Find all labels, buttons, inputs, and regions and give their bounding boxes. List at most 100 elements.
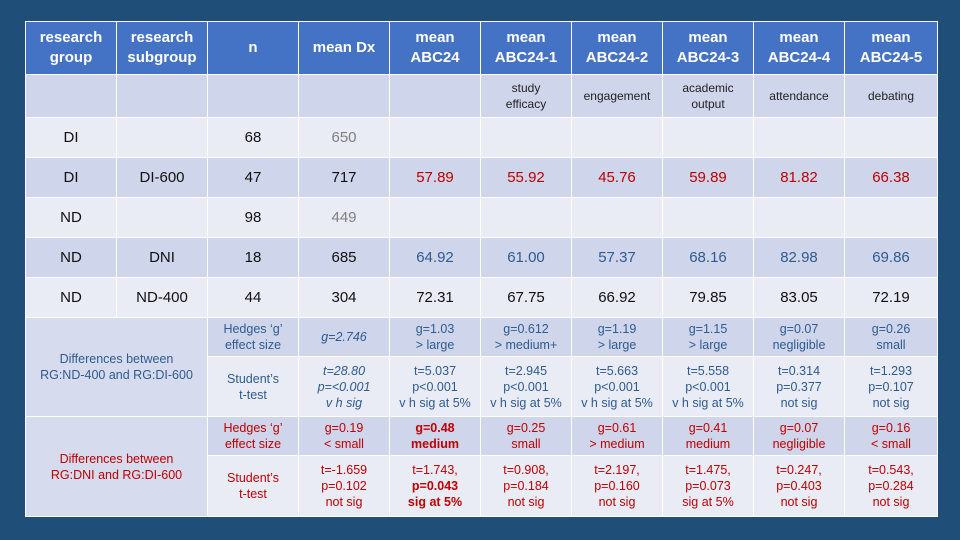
cell-abc24-2 — [571, 117, 663, 158]
subheader-engagement: engagement — [571, 74, 663, 118]
diff1-hedges-row: Differences between RG:ND-400 and RG:DI-6… — [25, 317, 938, 417]
cell-abc24-1: 67.75 — [480, 277, 572, 318]
ttest-abc24-4: t=0.314 p=0.377 not sig — [753, 356, 845, 417]
header-research-subgroup: research subgroup — [116, 21, 208, 75]
hedges-label: Hedges ‘g’ effect size — [207, 416, 299, 456]
hedges-abc24-5: g=0.26 small — [844, 317, 938, 357]
cell-abc24-5 — [844, 197, 938, 238]
cell-abc24-3: 79.85 — [662, 277, 754, 318]
cell-abc24-5: 69.86 — [844, 237, 938, 278]
cell-abc24-1: 61.00 — [480, 237, 572, 278]
cell-abc24-3 — [662, 117, 754, 158]
cell-n: 44 — [207, 277, 299, 318]
subheader-academic-output: academic output — [662, 74, 754, 118]
cell-mean-dx: 304 — [298, 277, 390, 318]
cell-mean-dx: 717 — [298, 157, 390, 198]
hedges-abc24-2: g=0.61 > medium — [571, 416, 663, 456]
ttest-abc24-2: t=2.197, p=0.160 not sig — [571, 455, 663, 517]
cell-abc24 — [389, 117, 481, 158]
table-row: ND DNI 18 685 64.92 61.00 57.37 68.16 82… — [25, 237, 938, 278]
cell-mean-dx: 685 — [298, 237, 390, 278]
ttest-abc24-1: t=2.945 p<0.001 v h sig at 5% — [480, 356, 572, 417]
cell-abc24-3 — [662, 197, 754, 238]
ttest-abc24-4: t=0.247, p=0.403 not sig — [753, 455, 845, 517]
header-mean-dx: mean Dx — [298, 21, 390, 75]
cell-group: DI — [25, 157, 117, 198]
hedges-abc24: g=0.48 medium — [389, 416, 481, 456]
subheader-debating: debating — [844, 74, 938, 118]
cell-subgroup: ND-400 — [116, 277, 208, 318]
cell-abc24: 64.92 — [389, 237, 481, 278]
cell-abc24 — [389, 197, 481, 238]
cell-abc24-1: 55.92 — [480, 157, 572, 198]
ttest-label: Student’s t-test — [207, 356, 299, 417]
cell-group: ND — [25, 277, 117, 318]
subheader-row: study efficacy engagement academic output … — [25, 74, 938, 118]
hedges-abc24-2: g=1.19 > large — [571, 317, 663, 357]
hedges-abc24-1: g=0.25 small — [480, 416, 572, 456]
cell-abc24-4: 83.05 — [753, 277, 845, 318]
cell-abc24-3: 59.89 — [662, 157, 754, 198]
diff2-label: Differences between RG:DNI and RG:DI-600 — [25, 416, 208, 517]
table-row: DI DI-600 47 717 57.89 55.92 45.76 59.89… — [25, 157, 938, 198]
subheader-attendance: attendance — [753, 74, 845, 118]
cell-abc24-1 — [480, 197, 572, 238]
table-row: ND 98 449 — [25, 197, 938, 238]
hedges-label: Hedges ‘g’ effect size — [207, 317, 299, 357]
cell-group: ND — [25, 197, 117, 238]
cell-abc24-3: 68.16 — [662, 237, 754, 278]
header-research-group: research group — [25, 21, 117, 75]
cell-abc24-2 — [571, 197, 663, 238]
cell-n: 18 — [207, 237, 299, 278]
ttest-abc24-5: t=1.293 p=0.107 not sig — [844, 356, 938, 417]
hedges-dx: g=2.746 — [298, 317, 390, 357]
header-mean-abc24-2: mean ABC24-2 — [571, 21, 663, 75]
cell-abc24-1 — [480, 117, 572, 158]
header-mean-abc24-4: mean ABC24-4 — [753, 21, 845, 75]
cell-n: 47 — [207, 157, 299, 198]
ttest-abc24-5: t=0.543, p=0.284 not sig — [844, 455, 938, 517]
ttest-abc24-3: t=1.475, p=0.073 sig at 5% — [662, 455, 754, 517]
cell-abc24-5: 66.38 — [844, 157, 938, 198]
ttest-label: Student’s t-test — [207, 455, 299, 517]
hedges-dx: g=0.19 < small — [298, 416, 390, 456]
cell-subgroup — [116, 117, 208, 158]
ttest-abc24-3: t=5.558 p<0.001 v h sig at 5% — [662, 356, 754, 417]
cell-abc24-2: 45.76 — [571, 157, 663, 198]
cell-group: ND — [25, 237, 117, 278]
table-row: DI 68 650 — [25, 117, 938, 158]
cell-abc24-5: 72.19 — [844, 277, 938, 318]
header-mean-abc24-5: mean ABC24-5 — [844, 21, 938, 75]
hedges-abc24: g=1.03 > large — [389, 317, 481, 357]
ttest-abc24-1: t=0.908, p=0.184 not sig — [480, 455, 572, 517]
cell-abc24-2: 57.37 — [571, 237, 663, 278]
diff1-label: Differences between RG:ND-400 and RG:DI-6… — [25, 317, 208, 417]
cell-abc24: 57.89 — [389, 157, 481, 198]
ttest-dx: t=28.80 p=<0.001 v h sig — [298, 356, 390, 417]
ttest-abc24: t=1.743, p=0.043 sig at 5% — [389, 455, 481, 517]
cell-abc24-4: 82.98 — [753, 237, 845, 278]
cell-abc24-2: 66.92 — [571, 277, 663, 318]
cell-subgroup — [116, 197, 208, 238]
diff2-ttest-row: Student’s t-test t=-1.659 p=0.102 not sig t… — [26, 455, 938, 517]
table-row: ND ND-400 44 304 72.31 67.75 66.92 79.85… — [25, 277, 938, 318]
header-mean-abc24-3: mean ABC24-3 — [662, 21, 754, 75]
cell-subgroup: DI-600 — [116, 157, 208, 198]
cell-abc24-5 — [844, 117, 938, 158]
header-mean-abc24-1: mean ABC24-1 — [480, 21, 572, 75]
cell-subgroup: DNI — [116, 237, 208, 278]
cell-mean-dx: 449 — [298, 197, 390, 238]
cell-abc24-4 — [753, 117, 845, 158]
cell-abc24: 72.31 — [389, 277, 481, 318]
diff1-ttest-row: Student’s t-test t=28.80 p=<0.001 v h sig t… — [26, 356, 938, 417]
header-mean-abc24: mean ABC24 — [389, 21, 481, 75]
hedges-abc24-1: g=0.612 > medium+ — [480, 317, 572, 357]
hedges-abc24-3: g=0.41 medium — [662, 416, 754, 456]
cell-group: DI — [25, 117, 117, 158]
cell-n: 68 — [207, 117, 299, 158]
hedges-abc24-4: g=0.07 negligible — [753, 317, 845, 357]
header-row: research group research subgroup n mean Dx… — [25, 21, 938, 75]
ttest-abc24: t=5.037 p<0.001 v h sig at 5% — [389, 356, 481, 417]
cell-n: 98 — [207, 197, 299, 238]
